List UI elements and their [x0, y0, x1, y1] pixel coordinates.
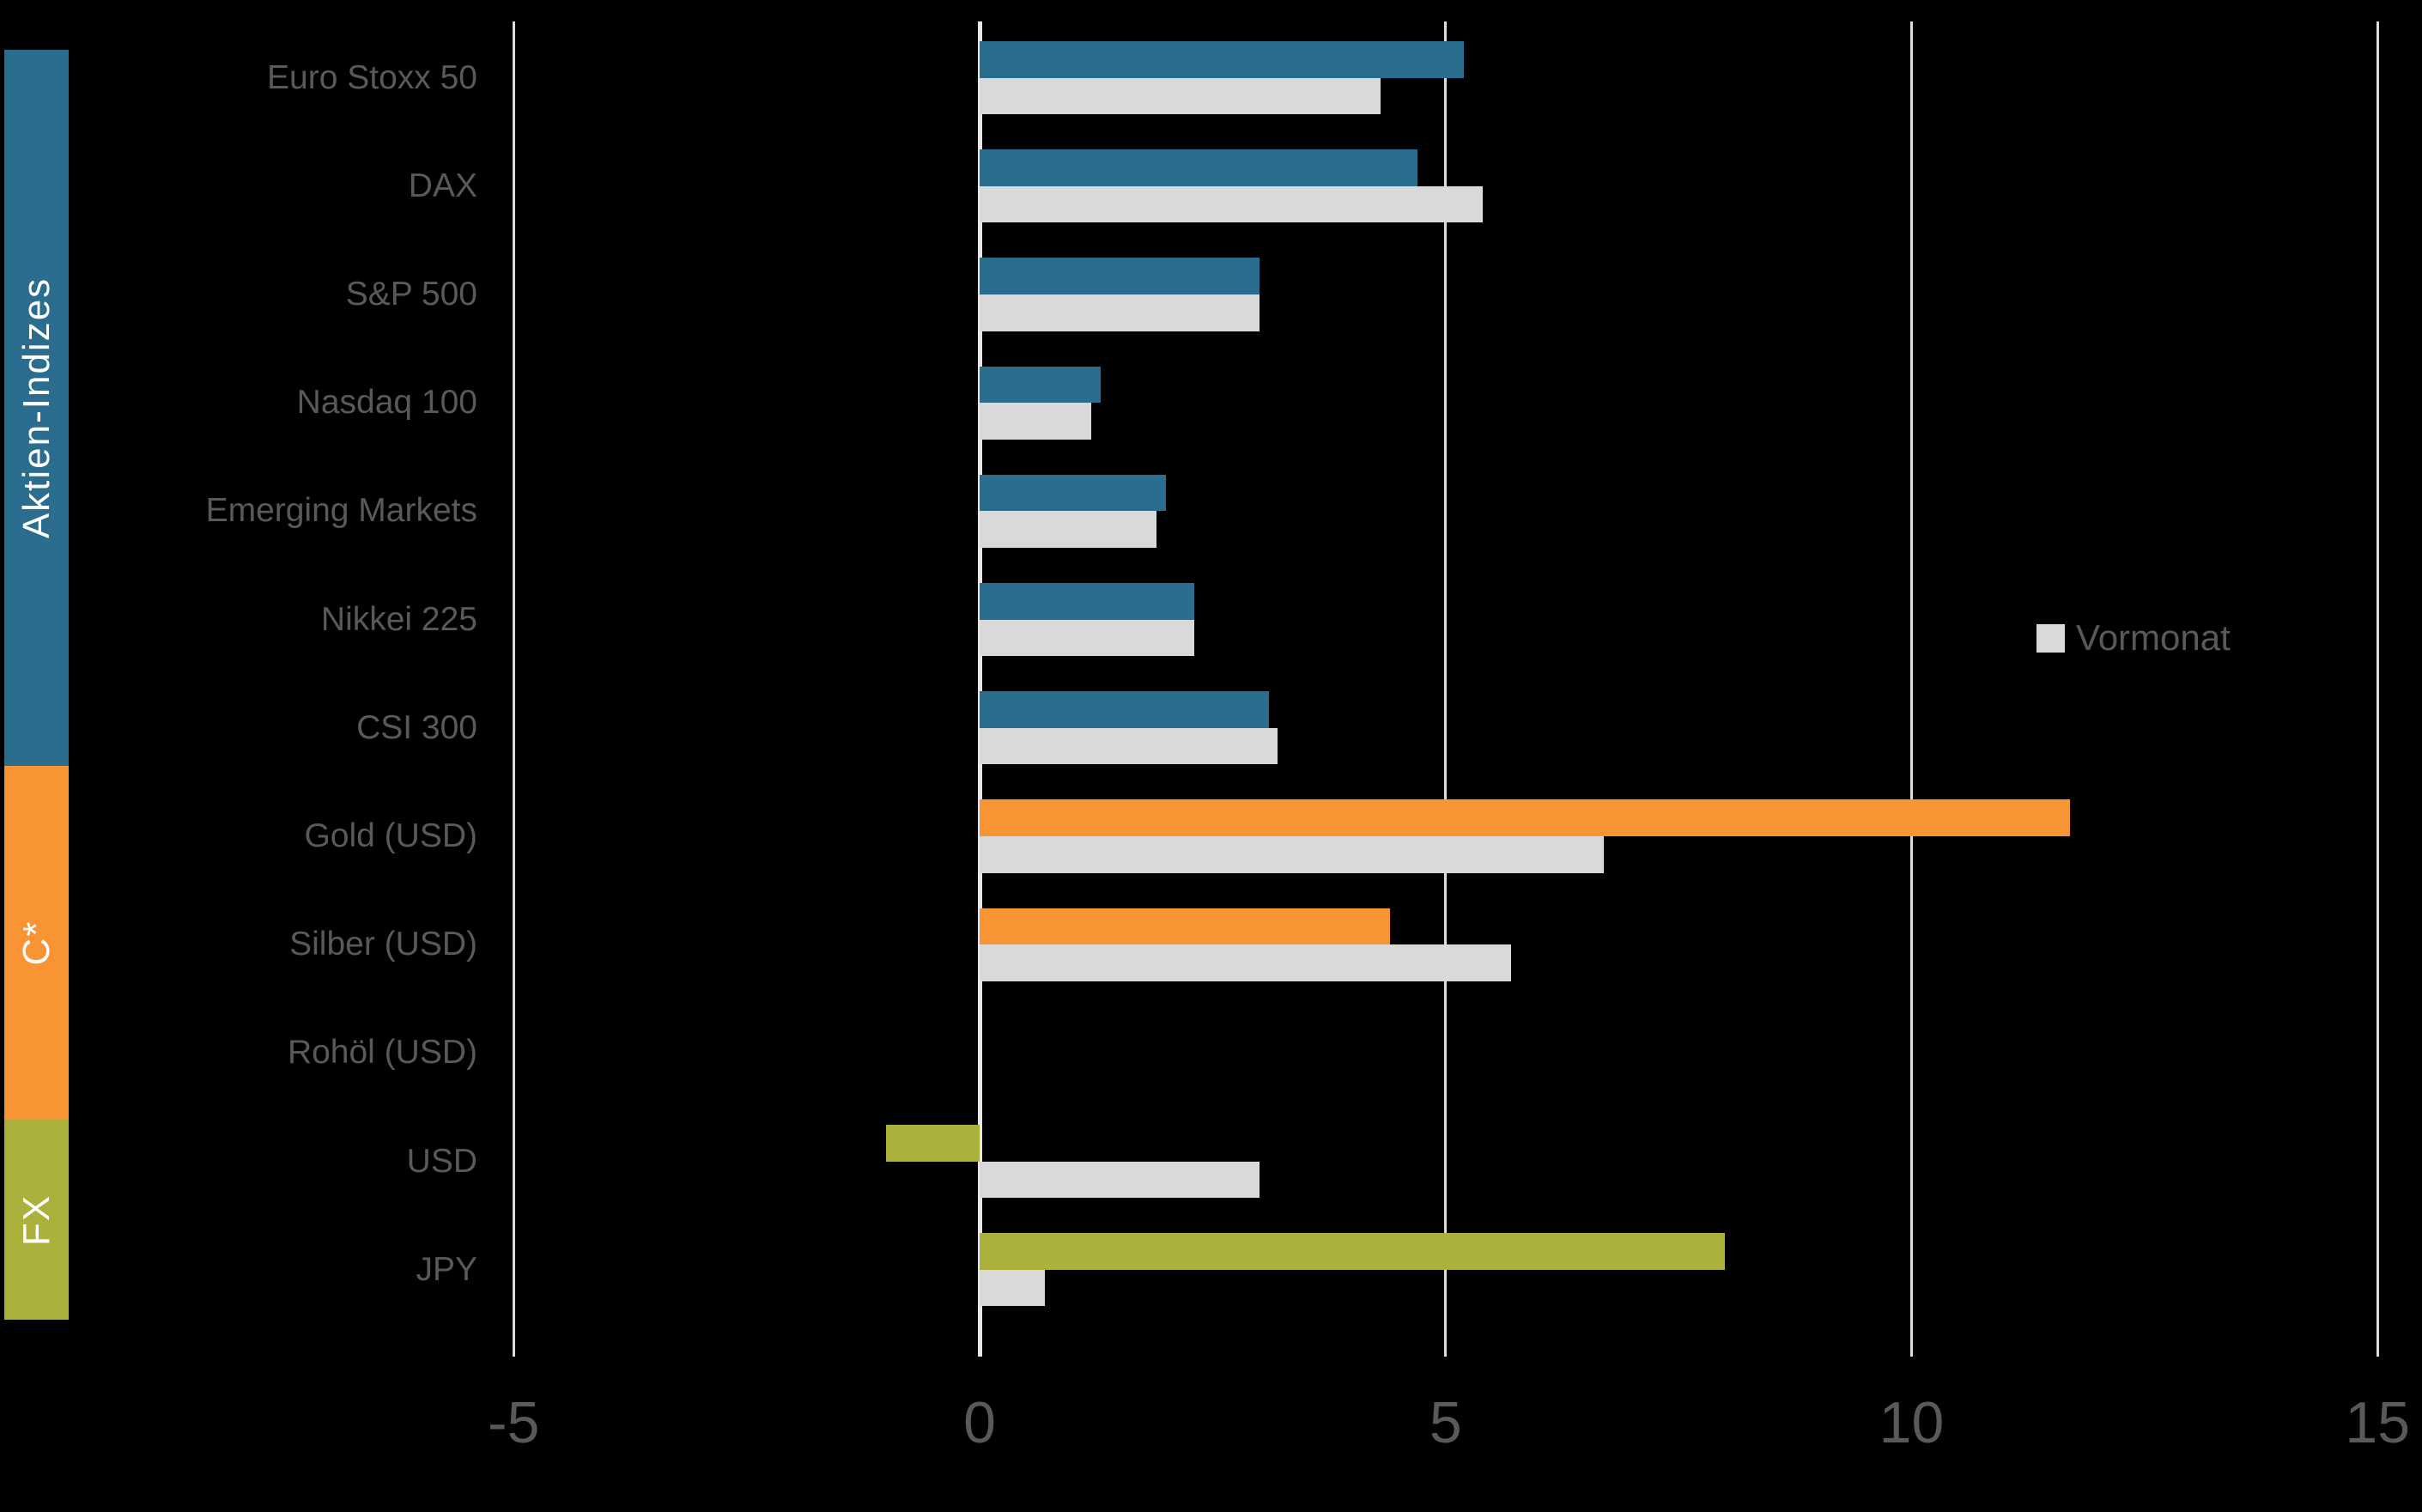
- bar-current: [980, 799, 2071, 836]
- bar-current: [980, 1233, 1726, 1270]
- category-label: Nikkei 225: [320, 600, 477, 638]
- bar-current: [980, 41, 1465, 78]
- sidebar-group-label: Aktien-Indizes: [15, 276, 58, 539]
- x-tick-label: -5: [488, 1390, 540, 1455]
- category-label: USD: [406, 1142, 477, 1180]
- gridline: [2376, 21, 2379, 1357]
- bar-vormonat: [980, 944, 1511, 981]
- category-label: Silber (USD): [289, 926, 477, 963]
- legend: Vormonat: [2037, 617, 2231, 659]
- bar-vormonat: [980, 836, 1605, 873]
- sidebar-group-aktien-indizes: Aktien-Indizes: [4, 50, 69, 766]
- legend-label: Vormonat: [2076, 617, 2231, 658]
- bar-current: [980, 149, 1418, 186]
- legend-swatch: [2037, 623, 2065, 653]
- bar-vormonat: [980, 77, 1381, 115]
- x-tick-label: 5: [1429, 1390, 1462, 1455]
- category-label: S&P 500: [345, 276, 477, 313]
- category-label: Euro Stoxx 50: [267, 58, 477, 96]
- gridline: [1910, 21, 1913, 1357]
- x-tick-label: 15: [2345, 1390, 2411, 1455]
- category-label: Rohöl (USD): [287, 1034, 477, 1072]
- category-label: DAX: [408, 167, 477, 204]
- bar-current: [886, 1125, 980, 1162]
- x-tick-label: 10: [1879, 1390, 1945, 1455]
- zero-axis-line: [977, 21, 982, 1357]
- bar-current: [980, 583, 1194, 620]
- bar-vormonat: [980, 295, 1260, 331]
- bar-current: [980, 258, 1260, 295]
- sidebar-group-label: FX: [15, 1193, 58, 1246]
- category-label: Emerging Markets: [205, 492, 477, 530]
- bar-current: [980, 691, 1269, 728]
- sidebar-group-label: C*: [15, 920, 58, 966]
- bar-vormonat: [980, 1161, 1260, 1199]
- category-label: JPY: [416, 1250, 477, 1288]
- bar-current: [980, 908, 1390, 945]
- bar-vormonat: [980, 185, 1484, 223]
- gridline: [512, 21, 515, 1357]
- bar-vormonat: [980, 511, 1157, 548]
- category-label: Nasdaq 100: [296, 384, 477, 422]
- bar-vormonat: [980, 1269, 1045, 1307]
- bar-vormonat: [980, 403, 1092, 440]
- gridline: [1444, 21, 1448, 1357]
- bar-current: [980, 366, 1102, 404]
- category-label: CSI 300: [356, 708, 477, 746]
- category-label: Gold (USD): [304, 817, 477, 854]
- sidebar-group-c: C*: [4, 766, 69, 1120]
- bar-vormonat: [980, 727, 1278, 765]
- x-tick-label: 0: [963, 1390, 996, 1455]
- bar-current: [980, 474, 1167, 512]
- bar-vormonat: [980, 619, 1194, 657]
- sidebar-group-fx: FX: [4, 1120, 69, 1320]
